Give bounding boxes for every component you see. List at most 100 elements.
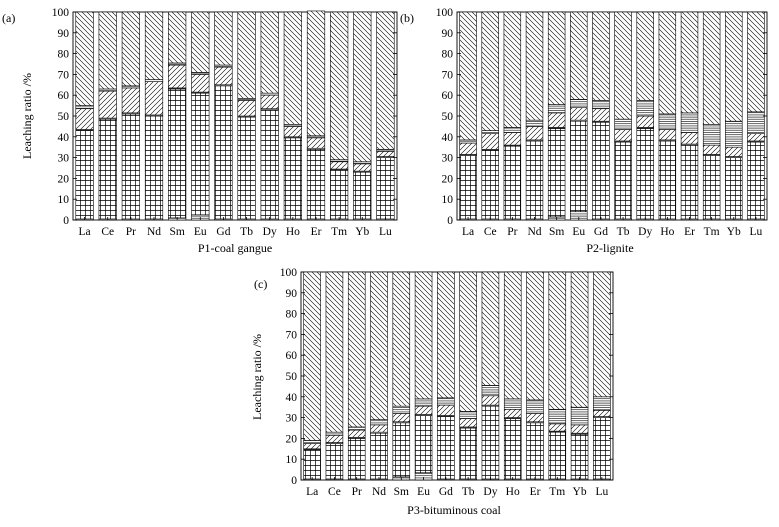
bar-segment: [481, 11, 499, 131]
x-tick-label: Tb: [240, 226, 253, 238]
bar-segment: [75, 108, 94, 130]
y-tick-label: 100: [436, 7, 454, 19]
bar-segment: [481, 271, 500, 386]
bar-segment: [325, 271, 344, 433]
bar-segment: [747, 11, 765, 113]
bar-segment: [636, 115, 654, 128]
x-tick-label: Yb: [727, 226, 741, 238]
y-tick-label: 50: [58, 111, 70, 123]
bar-segment: [376, 11, 395, 150]
bar-segment: [214, 64, 233, 68]
bar-segment: [168, 62, 187, 66]
bar-La: [459, 11, 477, 221]
bar-segment: [168, 64, 187, 89]
plot-frame: [456, 11, 768, 221]
bar-Tm: [702, 11, 721, 221]
bar-segment: [437, 404, 455, 416]
bar-Ce: [98, 11, 117, 221]
bar-segment: [526, 399, 544, 414]
bar-Gd: [214, 11, 233, 221]
bar-segment: [547, 112, 566, 128]
bar-segment: [144, 81, 164, 116]
bar-segment: [503, 271, 522, 400]
x-tick-label: Tm: [704, 226, 720, 238]
x-tick-label: Yb: [573, 486, 587, 498]
bar-segment: [614, 11, 632, 120]
bar-Sm: [547, 11, 566, 221]
plot-frame: [300, 271, 614, 481]
x-axis-label: P2-lignite: [586, 241, 633, 255]
y-tick-label: 50: [286, 371, 298, 383]
y-tick-label: 40: [286, 392, 298, 404]
bar-Eu: [191, 11, 210, 221]
bar-segment: [370, 419, 388, 426]
bar-segment: [283, 124, 302, 127]
y-tick-label: 20: [442, 173, 454, 185]
x-tick-label: Tm: [549, 486, 565, 498]
bar-segment: [168, 88, 187, 219]
bar-segment: [658, 11, 677, 115]
bar-segment: [548, 271, 567, 410]
bar-segment: [592, 121, 610, 220]
bar-Lu: [747, 11, 765, 221]
bar-segment: [303, 440, 321, 444]
bar-segment: [702, 155, 721, 220]
bar-Sm: [168, 11, 187, 221]
bar-Tb: [237, 11, 256, 221]
bar-Lu: [593, 271, 611, 481]
bar-segment: [191, 11, 210, 73]
bar-segment: [353, 161, 372, 165]
y-tick-label: 90: [286, 288, 298, 300]
bar-segment: [503, 132, 522, 146]
bar-segment: [347, 271, 366, 428]
x-tick-label: Sm: [549, 226, 564, 238]
x-tick-label: Gd: [594, 226, 608, 238]
bar-segment: [459, 418, 477, 428]
bar-segment: [306, 148, 326, 220]
bar-segment: [347, 426, 366, 431]
bar-segment: [526, 422, 544, 480]
bar-segment: [547, 11, 566, 105]
bar-segment: [702, 144, 721, 155]
bar-segment: [747, 111, 765, 134]
bar-segment: [459, 155, 477, 220]
bar-segment: [353, 11, 372, 163]
x-tick-label: Nd: [527, 226, 541, 238]
bar-segment: [98, 11, 117, 90]
x-tick-label: Tb: [462, 486, 475, 498]
x-tick-label: Dy: [263, 226, 277, 238]
y-tick-label: 10: [286, 454, 298, 466]
y-tick-label: 10: [442, 194, 454, 206]
y-tick-label: 80: [442, 49, 454, 61]
bar-La: [75, 11, 94, 221]
bar-Nd: [144, 11, 164, 221]
bar-Tb: [459, 271, 477, 481]
bar-segment: [725, 11, 743, 122]
bar-segment: [325, 431, 344, 436]
x-tick-label: Eu: [417, 486, 430, 498]
x-tick-label: Lu: [379, 226, 392, 238]
bar-segment: [330, 169, 349, 220]
bar-segment: [98, 88, 117, 92]
bar-segment: [459, 142, 477, 155]
bar-segment: [414, 398, 433, 407]
bar-segment: [376, 151, 395, 157]
y-tick-label: 70: [442, 69, 454, 81]
bar-segment: [191, 72, 210, 75]
x-axis-label: P3-bituminous coal: [407, 503, 501, 517]
bar-Tm: [330, 11, 349, 221]
bar-segment: [526, 271, 544, 401]
bar-segment: [75, 11, 94, 106]
bar-segment: [548, 408, 567, 425]
bar-segment: [570, 120, 588, 212]
bar-segment: [614, 141, 632, 220]
bar-segment: [237, 100, 256, 117]
y-tick-label: 0: [291, 475, 297, 487]
bar-segment: [570, 99, 588, 108]
x-tick-label: Sm: [394, 486, 409, 498]
bar-segment: [459, 271, 477, 412]
bar-segment: [547, 128, 566, 218]
bar-segment: [260, 11, 279, 94]
y-tick-label: 90: [58, 28, 70, 40]
